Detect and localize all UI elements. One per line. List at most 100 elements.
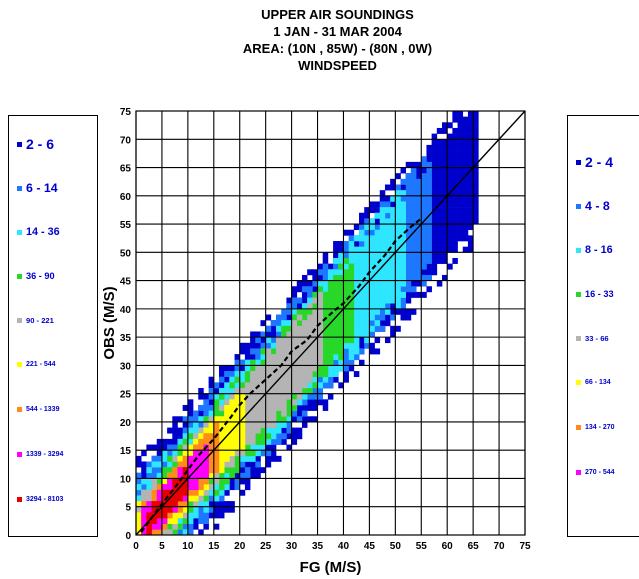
density-cell (286, 303, 292, 310)
density-cell (395, 269, 401, 276)
density-cell (431, 201, 438, 208)
density-cell (400, 314, 407, 321)
density-cell (182, 467, 189, 474)
density-cell (260, 354, 266, 361)
density-cell (198, 388, 204, 394)
density-cell (436, 241, 443, 247)
density-cell (239, 371, 246, 378)
density-cell (353, 252, 360, 259)
density-cell (400, 229, 407, 236)
density-cell (156, 495, 163, 502)
density-cell (260, 365, 266, 372)
density-cell (436, 161, 443, 168)
density-cell (410, 184, 417, 191)
density-cell (353, 274, 360, 281)
density-cell (426, 161, 432, 168)
density-cell (312, 359, 318, 366)
density-cell (353, 342, 360, 349)
density-cell (333, 286, 339, 293)
density-cell (250, 438, 256, 445)
density-cell (364, 274, 370, 281)
density-cell (436, 190, 443, 197)
density-cell (224, 410, 230, 417)
density-cell (436, 150, 443, 157)
density-cell (416, 280, 422, 287)
density-cell (343, 371, 349, 378)
density-cell (379, 269, 386, 276)
density-cell (312, 393, 318, 400)
density-cell (359, 303, 365, 310)
density-cell (229, 438, 235, 445)
density-cell (244, 478, 251, 485)
density-cell (426, 167, 432, 174)
density-cell (374, 308, 381, 315)
density-cell (473, 178, 479, 185)
density-cell (312, 320, 318, 327)
density-cell (301, 280, 308, 287)
density-cell (187, 523, 194, 530)
density-cell (431, 133, 438, 140)
density-cell (333, 337, 339, 344)
density-cell (364, 314, 370, 321)
density-cell (276, 337, 282, 344)
legend-right-entry: 4 - 8 (576, 199, 610, 213)
density-cell (286, 388, 292, 394)
density-cell (255, 467, 261, 474)
density-cell (374, 235, 381, 242)
density-cell (270, 438, 277, 445)
density-cell (239, 359, 246, 366)
density-cell (327, 303, 334, 310)
density-cell (187, 427, 194, 434)
density-cell (255, 404, 261, 411)
density-cell (312, 416, 318, 423)
density-cell (136, 523, 142, 530)
density-cell (447, 207, 453, 214)
density-cell (281, 399, 287, 406)
density-cell (296, 314, 303, 321)
density-cell (343, 359, 349, 366)
density-cell (218, 484, 225, 491)
density-cell (379, 320, 386, 327)
density-cell (317, 325, 324, 332)
density-cell (405, 269, 412, 276)
density-cell (333, 303, 339, 310)
density-cell (193, 523, 199, 530)
density-cell (452, 224, 458, 231)
density-cell (462, 122, 469, 129)
density-cell (462, 224, 469, 231)
density-cell (452, 167, 458, 174)
density-cell (431, 167, 438, 174)
density-cell (338, 365, 344, 372)
density-cell (307, 320, 313, 327)
density-cell (395, 212, 401, 219)
density-cell (229, 506, 235, 513)
legend-swatch (17, 497, 22, 502)
density-cell (317, 393, 324, 400)
density-cell (390, 303, 396, 310)
density-cell (421, 195, 427, 202)
density-cell (286, 382, 292, 389)
density-cell (467, 173, 474, 180)
density-cell (333, 365, 339, 372)
density-cell (193, 444, 199, 451)
density-cell (327, 297, 334, 304)
density-cell (296, 382, 303, 389)
density-cell (172, 523, 178, 530)
density-cell (364, 337, 370, 344)
legend-label: 33 - 66 (585, 334, 609, 343)
density-cell (442, 144, 448, 151)
density-cell (234, 416, 241, 423)
density-cell (410, 167, 417, 174)
density-cell (317, 314, 324, 321)
density-cell (250, 461, 256, 468)
density-cell (208, 506, 215, 513)
density-cell (229, 444, 235, 451)
density-cell (281, 421, 287, 428)
density-cell (141, 512, 147, 519)
density-cell (307, 308, 313, 315)
density-cell (255, 331, 261, 338)
density-cell (296, 308, 303, 315)
density-cell (286, 308, 292, 315)
density-cell (384, 286, 391, 293)
density-cell (317, 348, 324, 355)
